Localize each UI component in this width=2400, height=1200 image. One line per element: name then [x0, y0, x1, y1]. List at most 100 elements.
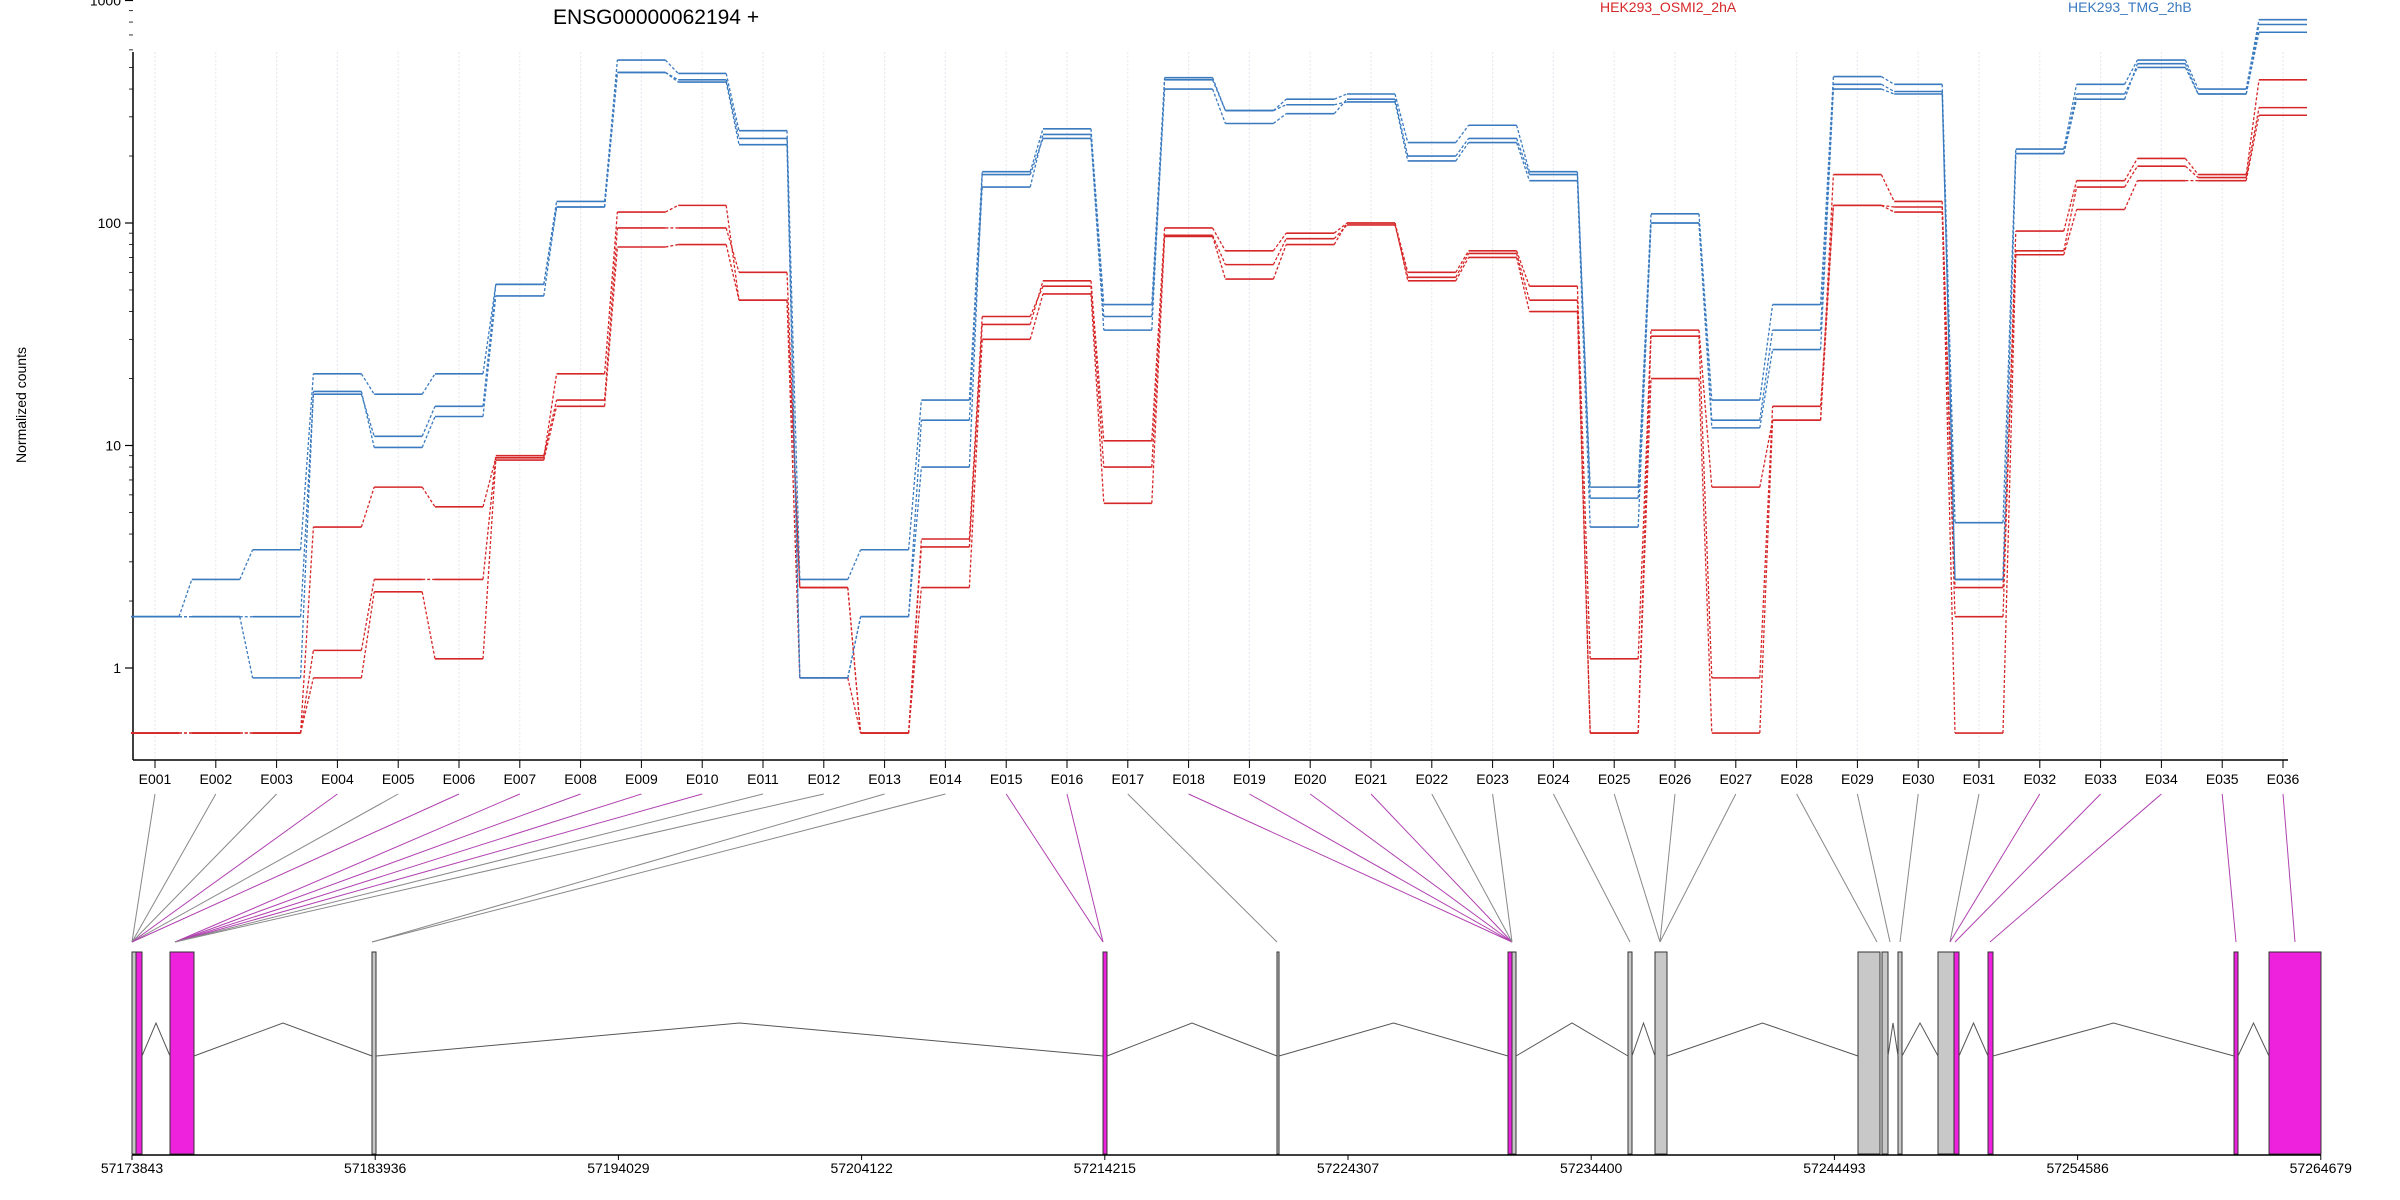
series-transition	[2245, 107, 2260, 178]
exon-novel	[169, 951, 195, 1155]
x-tick-label: E027	[1719, 771, 1752, 787]
series-transition	[2124, 67, 2138, 95]
series-transition	[603, 246, 619, 407]
exon-link-line	[1949, 793, 1980, 943]
x-tick-label: E026	[1659, 771, 1692, 787]
exon-link-line	[131, 793, 156, 943]
series-transition	[1941, 93, 1956, 580]
series-transition	[847, 677, 862, 734]
axis-layer: 1 10 100 1000 E001 E002 E003 E004 E005 E006 E007 E0…	[90, 0, 2300, 787]
legend-item-osmi2: HEK293_OSMI2_2hA	[1600, 0, 1737, 15]
series-transition	[1333, 98, 1348, 115]
series-transition	[725, 244, 740, 301]
x-tick-label: E002	[199, 771, 232, 787]
series-transition	[1637, 222, 1652, 528]
exon-link-line	[2282, 793, 2296, 943]
x-tick-label: E010	[686, 771, 719, 787]
intron-connector	[375, 1022, 1104, 1057]
x-tick-label: E004	[321, 771, 354, 787]
series-transition	[421, 591, 436, 659]
series-transition	[543, 406, 558, 461]
exon-link-line	[1949, 793, 2041, 943]
series-transition	[482, 457, 497, 508]
y-tick-label: 10	[105, 438, 121, 454]
exon-novel	[1953, 951, 1960, 1155]
intron-connector	[1515, 1022, 1629, 1057]
exon-link-line	[131, 793, 277, 943]
intron-connector	[1278, 1022, 1509, 1057]
x-tick-label: E016	[1051, 771, 1084, 787]
intron-connector	[1106, 1022, 1278, 1057]
x-tick-label: E032	[2023, 771, 2056, 787]
series-transition	[299, 677, 315, 734]
series-transition	[2184, 165, 2199, 179]
exon-link-line	[174, 793, 764, 943]
series-transition	[1455, 138, 1470, 157]
series-transition	[2184, 67, 2199, 95]
series-layer	[131, 18, 2307, 734]
series-transition	[1819, 205, 1835, 407]
series-transition	[1090, 293, 1105, 504]
series-transition	[482, 295, 497, 417]
series-transition	[907, 467, 923, 617]
series-transition	[1698, 222, 1713, 428]
series-transition	[603, 227, 619, 401]
series-transition	[1698, 336, 1713, 678]
series-transition	[1515, 253, 1531, 301]
chart-title: ENSG00000062194 +	[553, 6, 759, 29]
series-transition	[1515, 250, 1531, 287]
series-transition	[1211, 236, 1227, 280]
series-transition	[1455, 142, 1470, 162]
series-transition	[543, 206, 558, 285]
exon-link-line	[1005, 793, 1104, 943]
series-transition	[1455, 124, 1470, 143]
x-tick-label: E036	[2267, 771, 2300, 787]
series-transition	[1333, 222, 1348, 245]
series-transition	[1881, 88, 1895, 95]
series-transition	[1394, 222, 1409, 273]
series-transition	[1515, 125, 1531, 172]
exon-novel	[1102, 951, 1108, 1155]
series-transition	[1759, 420, 1774, 488]
x-tick-label: E015	[990, 771, 1023, 787]
series-transition	[1881, 83, 1895, 93]
x-tick-label: E011	[747, 771, 779, 787]
series-transition	[360, 486, 375, 528]
exon-known	[1654, 951, 1668, 1155]
exon-known	[1276, 951, 1280, 1155]
x-tick-label: E034	[2145, 771, 2178, 787]
series-transition	[1333, 93, 1348, 100]
genomic-tick-label: 57194029	[587, 1160, 650, 1176]
series-transition	[1576, 311, 1591, 734]
series-transition	[2063, 209, 2078, 255]
series-transition	[1759, 406, 1774, 678]
series-transition	[968, 339, 983, 588]
exon-known	[1881, 951, 1889, 1155]
exon-link-line	[174, 793, 642, 943]
x-tick-label: E028	[1780, 771, 1813, 787]
series-transition	[1881, 204, 1895, 208]
exon-link-line	[371, 793, 946, 943]
series-transition	[1819, 76, 1835, 305]
series-transition	[299, 391, 315, 678]
y-tick-label: 1000	[90, 0, 121, 9]
series-transition	[1941, 212, 1956, 734]
series-transition	[725, 227, 740, 273]
series-transition	[847, 616, 862, 679]
series-transition	[1029, 285, 1044, 317]
x-tick-label: E031	[1963, 771, 1996, 787]
exon-known	[1897, 951, 1903, 1155]
exon-link-line	[1856, 793, 1891, 943]
series-transition	[847, 587, 862, 734]
series-transition	[1941, 91, 1956, 580]
series-transition	[1576, 171, 1591, 488]
series-transition	[299, 650, 315, 734]
series-transition	[482, 455, 497, 580]
exon-novel	[135, 951, 143, 1155]
series-transition	[725, 205, 740, 301]
series-transition	[603, 72, 619, 208]
exon-known	[371, 951, 377, 1155]
series-transition	[2002, 231, 2017, 617]
series-transition	[1881, 76, 1895, 85]
y-tick-label: 1	[113, 660, 121, 676]
